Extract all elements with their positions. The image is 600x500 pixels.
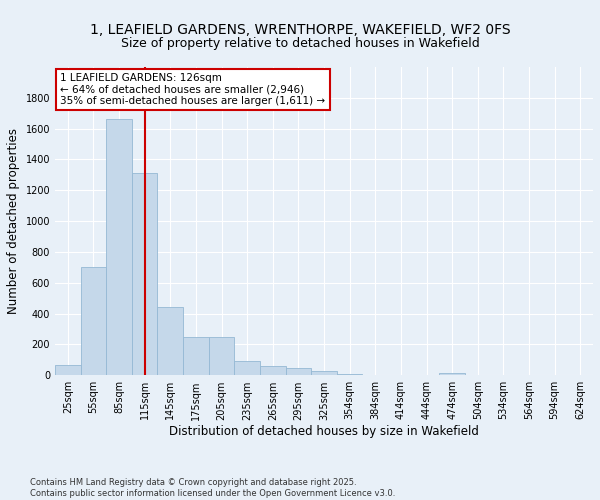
Text: Size of property relative to detached houses in Wakefield: Size of property relative to detached ho… <box>121 38 479 51</box>
Bar <box>209 336 235 376</box>
Text: Contains HM Land Registry data © Crown copyright and database right 2025.
Contai: Contains HM Land Registry data © Crown c… <box>30 478 395 498</box>
Text: 1 LEAFIELD GARDENS: 126sqm
← 64% of detached houses are smaller (2,946)
35% of s: 1 LEAFIELD GARDENS: 126sqm ← 64% of deta… <box>61 73 325 106</box>
Bar <box>311 372 337 376</box>
Bar <box>55 365 80 376</box>
Bar <box>439 373 465 376</box>
Bar <box>337 374 362 376</box>
Text: 1, LEAFIELD GARDENS, WRENTHORPE, WAKEFIELD, WF2 0FS: 1, LEAFIELD GARDENS, WRENTHORPE, WAKEFIE… <box>89 22 511 36</box>
Bar <box>106 120 132 376</box>
Bar <box>183 336 209 376</box>
X-axis label: Distribution of detached houses by size in Wakefield: Distribution of detached houses by size … <box>169 425 479 438</box>
Bar <box>132 174 157 376</box>
Y-axis label: Number of detached properties: Number of detached properties <box>7 128 20 314</box>
Bar <box>80 268 106 376</box>
Bar <box>260 366 286 376</box>
Bar <box>235 360 260 376</box>
Bar <box>157 306 183 376</box>
Bar <box>286 368 311 376</box>
